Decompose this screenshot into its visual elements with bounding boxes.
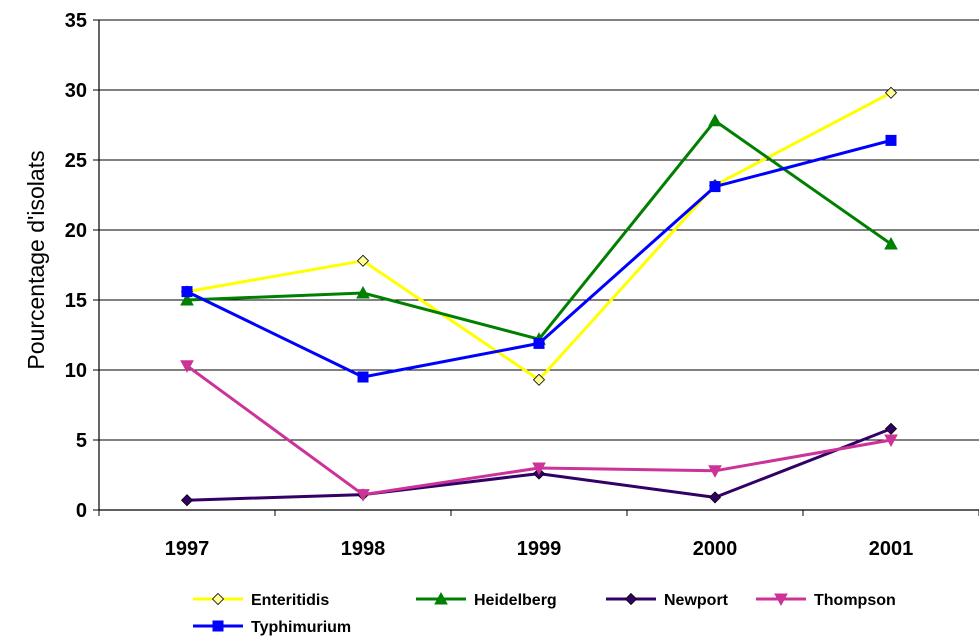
x-tick-label: 2001 [869,538,914,560]
y-tick-label: 0 [76,500,87,522]
x-tick-label: 1998 [341,538,386,560]
data-point-typhimurium [533,337,545,349]
legend-label-typhimurium: Typhimurium [251,619,351,636]
legend-label-newport: Newport [664,592,729,609]
y-tick-labels: 0 5 10 15 20 25 30 35 [65,10,87,522]
y-axis-title: Pourcentage d'isolats [23,150,49,369]
legend-label-enteritidis: Enteritidis [251,592,329,609]
x-tick-label: 1997 [165,538,210,560]
data-point-typhimurium [357,371,369,383]
data-point-newport [180,494,194,507]
data-point-enteritidis [884,86,898,99]
y-tick-label: 35 [65,10,87,32]
legend-item-heidelberg: Heidelberg [416,591,557,609]
data-point-thompson [532,462,546,476]
y-tick-label: 20 [65,220,87,242]
data-point-heidelberg [708,113,722,127]
legend-item-thompson: Thompson [756,592,896,609]
x-tick-label: 1999 [517,538,562,560]
legend-item-newport: Newport [606,592,729,609]
legend-item-typhimurium: Typhimurium [193,619,351,636]
series-typhimurium [181,134,897,383]
legend-marker-thompson [774,593,788,607]
data-point-typhimurium [709,181,721,193]
legend-marker-enteritidis [211,592,225,606]
data-point-thompson [708,465,722,478]
axes [98,20,979,516]
data-point-heidelberg [356,285,370,299]
x-tick-labels: 1997 1998 1999 2000 2001 [165,538,914,560]
x-tick-label: 2000 [693,538,738,560]
y-tick-label: 5 [76,430,87,452]
gridlines [93,19,979,511]
legend-label-heidelberg: Heidelberg [474,592,557,609]
series-lines [180,86,898,507]
legend-label-thompson: Thompson [814,592,896,609]
data-point-newport [708,491,722,504]
legend: Enteritidis Heidelberg Newport Thompson Typh… [193,591,896,636]
data-point-thompson [356,489,370,502]
data-point-typhimurium [181,286,193,298]
data-point-enteritidis [532,373,546,386]
y-tick-label: 30 [65,80,87,102]
series-thompson [180,360,898,502]
legend-marker-heidelberg [434,591,448,605]
y-tick-label: 15 [65,290,87,312]
legend-item-enteritidis: Enteritidis [193,592,329,609]
data-point-thompson [180,360,194,373]
legend-marker-newport [624,592,638,606]
y-tick-label: 10 [65,360,87,382]
data-point-heidelberg [884,236,898,250]
data-point-enteritidis [356,254,370,267]
data-point-thompson [884,434,898,448]
data-point-newport [884,422,898,435]
data-point-typhimurium [885,134,897,146]
data-point-heidelberg [180,292,194,306]
legend-marker-typhimurium [212,620,224,632]
y-tick-label: 25 [65,150,87,172]
